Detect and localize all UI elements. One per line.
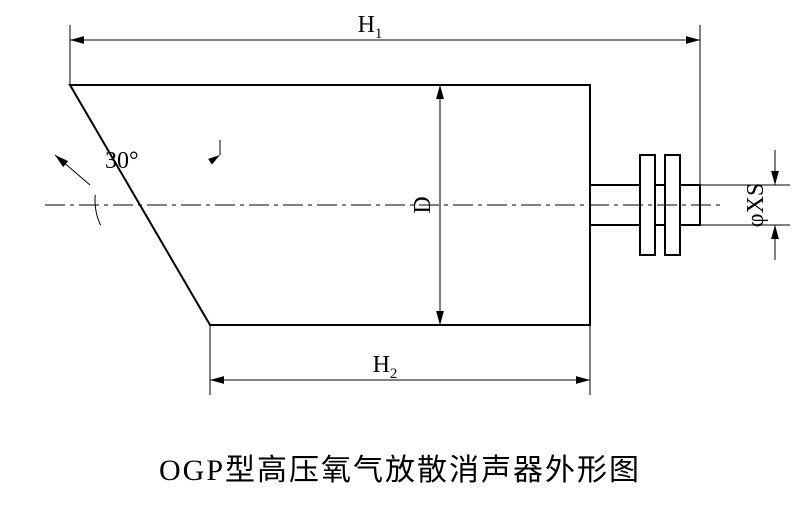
- svg-text:H1: H1: [358, 12, 383, 42]
- svg-text:OGP型高压氧气放散消声器外形图: OGP型高压氧气放散消声器外形图: [159, 454, 641, 487]
- svg-text:30°: 30°: [105, 148, 139, 174]
- svg-text:H2: H2: [373, 352, 398, 382]
- svg-text:D: D: [410, 196, 436, 213]
- svg-text:φXS: φXS: [743, 183, 769, 228]
